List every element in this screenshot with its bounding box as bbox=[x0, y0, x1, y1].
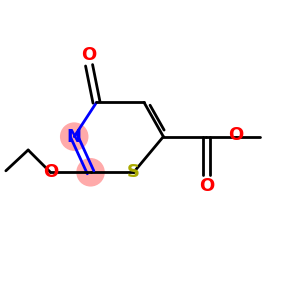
Text: S: S bbox=[127, 163, 140, 181]
Circle shape bbox=[60, 122, 88, 151]
Text: O: O bbox=[199, 177, 214, 195]
Text: N: N bbox=[67, 128, 82, 146]
Text: O: O bbox=[81, 46, 97, 64]
Text: O: O bbox=[43, 163, 58, 181]
Circle shape bbox=[76, 158, 105, 187]
Text: O: O bbox=[229, 126, 244, 144]
